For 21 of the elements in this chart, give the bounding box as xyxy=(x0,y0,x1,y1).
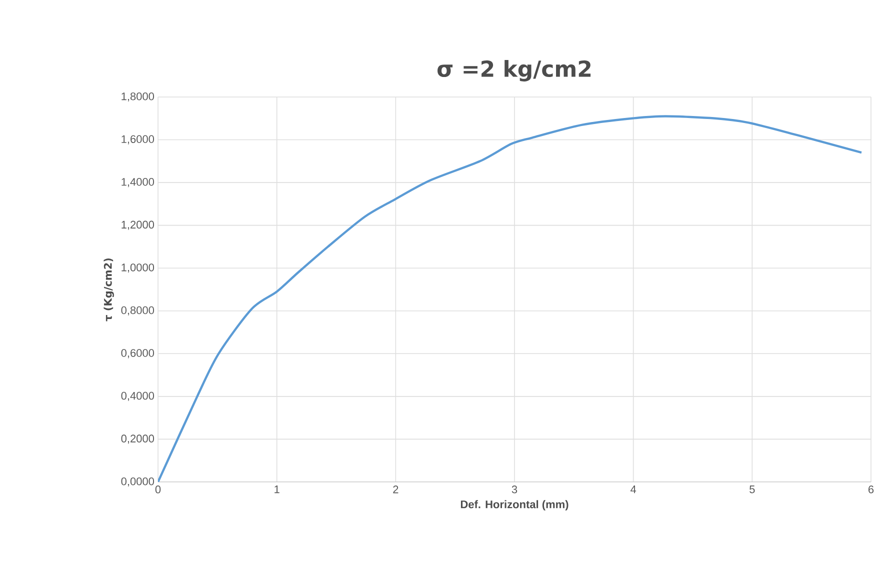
x-tick-label: 1 xyxy=(274,486,280,494)
y-tick-label: 0,4000 xyxy=(121,392,154,401)
chart-title: σ =2 kg/cm2 xyxy=(438,60,591,82)
y-tick-label: 0,8000 xyxy=(121,306,154,316)
x-tick-label: 3 xyxy=(512,486,518,494)
x-tick-label: 6 xyxy=(868,486,874,494)
y-tick-label: 1,4000 xyxy=(122,178,154,188)
y-axis-title: τ (Kg/cm2) xyxy=(104,258,114,322)
x-tick-label: 0 xyxy=(155,486,161,494)
y-tick-label: 0,0000 xyxy=(121,477,154,487)
y-tick-label: 0,6000 xyxy=(121,349,154,358)
x-axis-title: Def. Horizontal (mm) xyxy=(460,500,568,510)
y-tick-label: 1,6000 xyxy=(122,135,154,144)
x-tick-label: 2 xyxy=(393,486,398,494)
x-tick-label: 5 xyxy=(750,486,755,494)
y-tick-label: 1,0000 xyxy=(122,264,154,273)
y-tick-label: 1,2000 xyxy=(122,220,154,230)
y-tick-label: 0,2000 xyxy=(121,434,154,444)
line-series xyxy=(158,115,863,482)
x-tick-label: 4 xyxy=(630,486,636,494)
y-tick-label: 1,8000 xyxy=(122,92,154,102)
